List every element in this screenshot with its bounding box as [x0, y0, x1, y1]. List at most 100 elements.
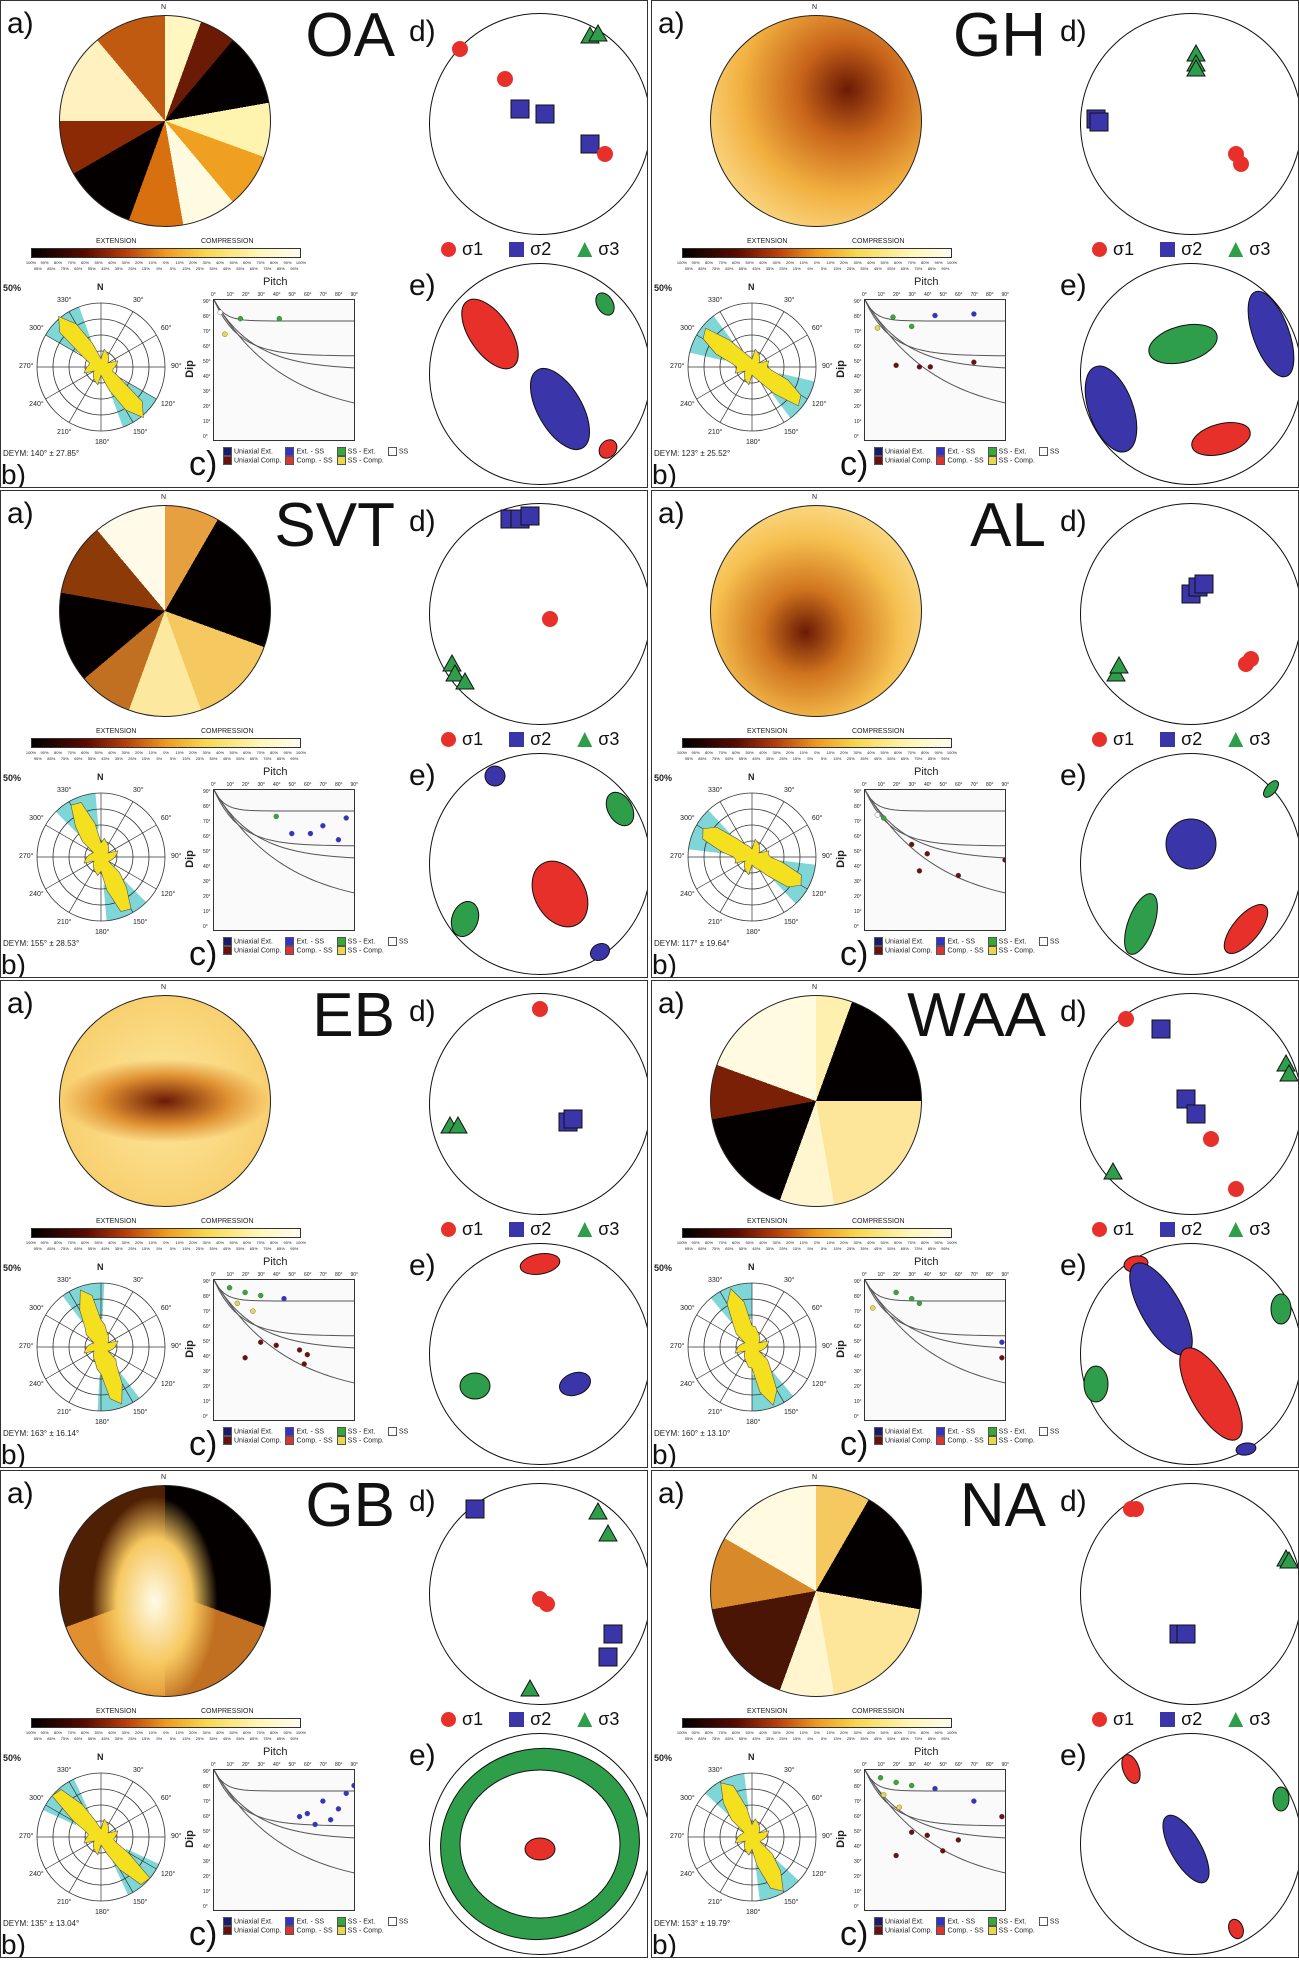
sigma-legend-item: σ1 [441, 729, 483, 750]
sigma1-marker [1128, 1501, 1144, 1517]
sigma1-marker [1243, 651, 1259, 667]
pitch-tick-label: 0° [862, 782, 867, 788]
colorbar-tick-label: 60% [80, 750, 90, 755]
confidence-ellipse-stereonet [429, 753, 647, 975]
colorbar-tick-label: 100% [946, 1240, 958, 1245]
colorbar-tick-label: 55% [738, 266, 747, 271]
dip-tick-label: 30° [203, 879, 211, 885]
rose-azimuth-label: 60° [811, 1305, 823, 1312]
rose-azimuth-label: 270° [670, 853, 685, 860]
pitch-legend-label: SS - Comp. [998, 947, 1035, 955]
colorbar-compression-label: COMPRESSION [852, 238, 905, 245]
sigma-legend-item: σ1 [1092, 1709, 1134, 1730]
fault-data-point [351, 1782, 354, 1789]
sigma3-marker [445, 663, 465, 682]
colorbar-tick-label: 20% [839, 1730, 849, 1735]
colorbar-tick-label: 55% [87, 266, 96, 271]
fault-data-point [877, 1775, 884, 1781]
sigma1-ellipse [524, 1837, 556, 1861]
colorbar-tick-label: 40% [215, 260, 225, 265]
colorbar-tick-label: 90% [40, 260, 49, 265]
dip-tick-label: 80° [854, 314, 862, 320]
colorbar-tick-label: 45% [752, 1736, 761, 1741]
colorbar-tick-label: 15% [141, 266, 150, 271]
pitch-legend-label: Ext. - SS [947, 448, 976, 456]
colorbar-tick-label: 25% [195, 1736, 204, 1741]
legend-swatch-icon [285, 456, 295, 466]
pitch-tick-label: 70° [319, 1762, 328, 1768]
legend-swatch-icon [936, 937, 946, 946]
pitch-tick-label: 20° [893, 782, 901, 788]
colorbar-tick-label: 15% [182, 266, 191, 271]
rose-azimuth-label: 300° [29, 1305, 44, 1312]
colorbar-tick-label: 85% [927, 1246, 936, 1251]
dip-tick-label: 30° [203, 389, 211, 395]
colorbar-tick-label: 15% [792, 1736, 801, 1741]
colorbar-tick-label: 90% [283, 1240, 292, 1245]
dip-tick-label: 0° [854, 434, 859, 440]
dip-tick-label: 60° [854, 1324, 862, 1330]
site-name: OA [305, 1, 395, 70]
colorbar-tick-label: 100% [676, 750, 688, 755]
sigma-legend-item: σ1 [441, 1219, 483, 1240]
colorbar-tick-label: 70% [67, 260, 76, 265]
pitch-legend-label: Uniaxial Comp. [885, 1437, 933, 1445]
pitch-legend-item: Ext. - SS [285, 447, 332, 456]
pitch-tick-label: 70° [319, 782, 328, 788]
dip-pitch-curve [865, 1280, 1005, 1302]
colorbar-tick-label: 65% [249, 266, 258, 271]
pitch-legend-label: Uniaxial Comp. [234, 1437, 282, 1445]
colorbar-tick-label: 30% [202, 1240, 211, 1245]
colorbar-tick-label: 20% [785, 260, 795, 265]
sigma-square-icon [509, 1712, 525, 1727]
dip-pitch-curve [865, 790, 1005, 894]
colorbar-tick-label: 35% [860, 1736, 869, 1741]
colorbar-tick-label: 30% [202, 1730, 211, 1735]
rose-azimuth-label: 90° [171, 853, 182, 860]
sigma2-marker [465, 1499, 485, 1519]
colorbar-tick-label: 85% [276, 266, 285, 271]
dip-tick-label: 20° [203, 1384, 211, 1390]
rose-petals [70, 802, 132, 912]
colorbar-tick-label: 35% [860, 266, 869, 271]
fault-data-point [343, 1790, 349, 1797]
pitch-legend-item: SS - Ext. [336, 1427, 384, 1436]
colorbar-tick-label: 85% [698, 756, 707, 761]
fault-data-point [893, 362, 899, 369]
colorbar-tick-label: 100% [946, 260, 958, 265]
colorbar-tick-label: 90% [40, 1240, 49, 1245]
dip-tick-label: 30° [854, 1859, 862, 1865]
pitch-legend-item: SS [1038, 1427, 1059, 1436]
fault-data-point [1002, 857, 1005, 863]
dip-pitch-curve [865, 790, 1005, 812]
dip-tick-label: 70° [854, 329, 862, 335]
dip-tick-label: 10° [203, 1889, 211, 1895]
rose-azimuth-label: 180° [746, 439, 761, 446]
colorbar-tick-label: 70% [907, 1240, 916, 1245]
panel-waa: a) N WAA EXTENSION COMPRESSION 100% 95% 90% 85% 8… [651, 980, 1299, 1468]
colorbar-tick-label: 15% [833, 266, 842, 271]
fault-data-point [916, 868, 923, 874]
site-name: SVT [274, 491, 395, 560]
rose-petals [79, 1289, 123, 1405]
panel-label-c: c) [840, 1915, 869, 1953]
colorbar-tick-label: 75% [60, 1736, 69, 1741]
sigma-legend-item: σ2 [1160, 1709, 1202, 1730]
colorbar-tick-label: 70% [67, 1730, 76, 1735]
pitch-tick-label: 80° [986, 292, 994, 298]
dip-pitch-curve [214, 300, 354, 404]
colorbar-tick-label: 0% [814, 260, 820, 265]
pitch-legend-item: Comp. - SS [936, 1436, 984, 1446]
stress-heatmap-stereonet [710, 1485, 922, 1697]
sigma-legend-label: σ2 [530, 239, 552, 259]
colorbar-tick-label: 85% [927, 266, 936, 271]
colorbar-tick-label: 45% [752, 756, 761, 761]
sigma2-marker [520, 506, 540, 526]
site-name: AL [970, 491, 1046, 560]
pitch-tick-label: 70° [970, 292, 979, 298]
pitch-tick-label: 30° [908, 1272, 917, 1278]
colorbar-tick-label: 45% [222, 1736, 231, 1741]
rose-north-label: N [748, 282, 755, 292]
colorbar-tick-label: 50% [880, 1730, 889, 1735]
colorbar-tick-label: 5% [820, 1736, 827, 1741]
